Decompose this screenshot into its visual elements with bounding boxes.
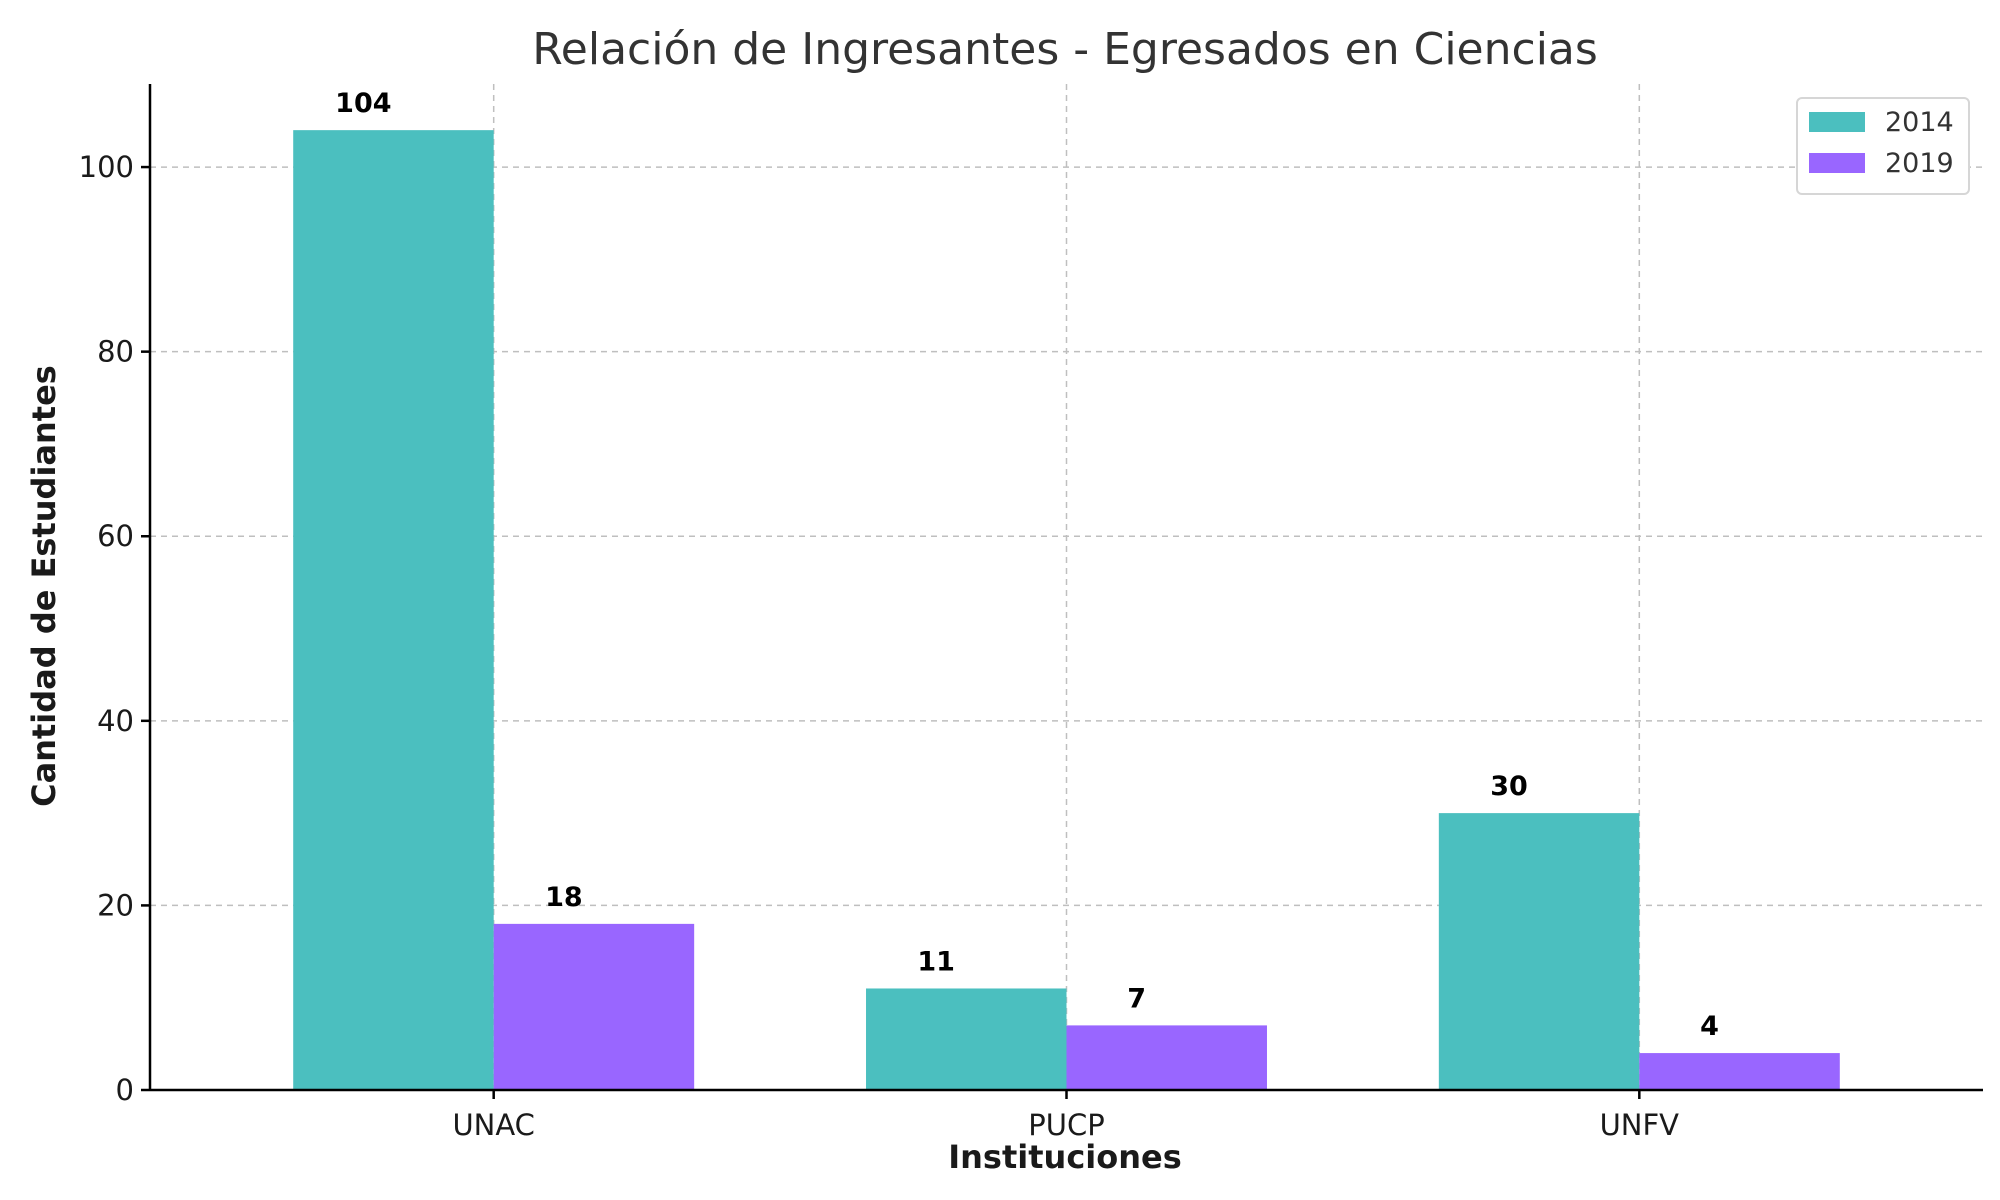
bar-2014-UNAC: [293, 130, 494, 1090]
chart-title: Relación de Ingresantes - Egresados en C…: [532, 24, 1598, 75]
axes: [141, 84, 1983, 1099]
y-axis-label: Cantidad de Estudiantes: [25, 365, 63, 807]
x-tick-label-UNAC: UNAC: [452, 1108, 535, 1142]
bar-2019-UNFV: [1639, 1053, 1840, 1090]
bars: [293, 130, 1840, 1090]
data-label-2019-PUCP: 7: [1127, 983, 1146, 1014]
y-tick-label-4: 80: [97, 335, 134, 369]
bar-2019-PUCP: [1066, 1025, 1267, 1090]
tick-labels: 0 20 40 60 80 100 UNAC PUCP UNFV: [79, 150, 1680, 1142]
bar-2014-PUCP: [866, 988, 1067, 1090]
y-tick-label-2: 40: [97, 704, 134, 738]
y-tick-label-3: 60: [97, 519, 134, 553]
legend-label-2014: 2014: [1885, 107, 1954, 138]
data-label-2019-UNAC: 18: [545, 882, 583, 913]
legend-swatch-2014: [1809, 112, 1865, 132]
data-label-2014-PUCP: 11: [917, 946, 955, 977]
data-label-2019-UNFV: 4: [1700, 1011, 1719, 1042]
x-tick-label-UNFV: UNFV: [1600, 1108, 1680, 1142]
bar-2019-UNAC: [493, 923, 695, 1090]
data-labels: 104 11 30 18 7 4: [335, 88, 1719, 1042]
x-axis-label: Instituciones: [948, 1138, 1182, 1176]
y-tick-label-0: 0: [116, 1073, 134, 1107]
data-label-2014-UNFV: 30: [1490, 771, 1528, 802]
legend-label-2019: 2019: [1885, 148, 1954, 179]
x-tick-label-PUCP: PUCP: [1028, 1108, 1104, 1142]
bar-2014-UNFV: [1438, 813, 1640, 1090]
legend-swatch-2019: [1809, 153, 1865, 173]
data-label-2014-UNAC: 104: [335, 88, 391, 119]
y-tick-label-5: 100: [79, 150, 134, 184]
legend: 2014 2019: [1796, 97, 1970, 195]
y-tick-label-1: 20: [97, 888, 134, 922]
